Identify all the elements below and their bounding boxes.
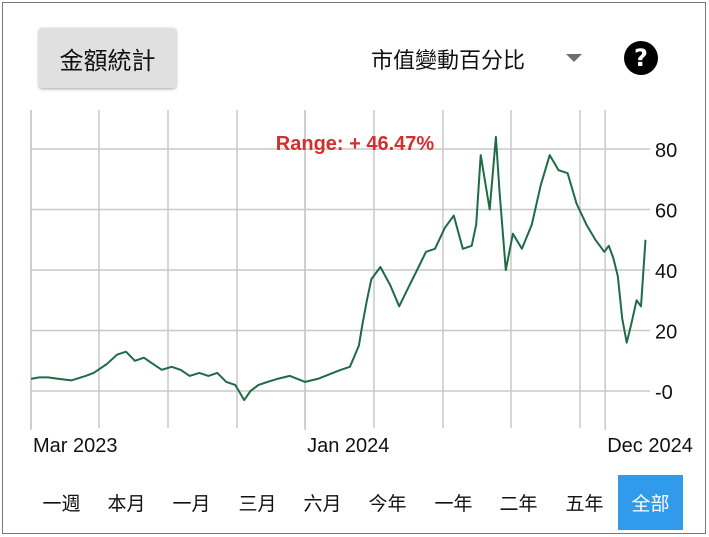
series-layer	[30, 135, 647, 402]
range-button-10[interactable]: 全部	[618, 475, 683, 530]
range-button-7[interactable]: 一年	[434, 493, 473, 515]
range-button-2[interactable]: 本月	[107, 493, 146, 515]
y-tick-label: 40	[655, 261, 677, 283]
metric-select[interactable]: 市值變動百分比	[348, 39, 593, 79]
y-tick-label: 60	[655, 201, 677, 223]
summary-button[interactable]: 金額統計	[39, 28, 176, 88]
range-button-8[interactable]: 二年	[499, 493, 538, 515]
metric-select-value: 市值變動百分比	[370, 49, 525, 74]
y-tick-label: 20	[655, 322, 677, 344]
range-button-6[interactable]: 今年	[368, 493, 407, 515]
y-tick-label: 80	[655, 140, 677, 162]
range-selector: 一週 本月 一月 三月 六月 今年 一年 二年 五年 全部	[29, 475, 683, 530]
x-tick-label: Mar 2023	[33, 435, 118, 457]
range-button-9[interactable]: 五年	[565, 493, 604, 515]
y-tick-label: -0	[655, 382, 673, 404]
chart-area: -0 20 40 60 80 Mar 2023 Jan 2024 Dec 2024 Range…	[30, 110, 693, 457]
range-button-4[interactable]: 三月	[238, 493, 277, 515]
help-icon[interactable]: ?	[624, 41, 658, 75]
range-button-5[interactable]: 六月	[303, 493, 342, 515]
grid	[30, 110, 650, 430]
range-button-1[interactable]: 一週	[42, 493, 81, 515]
x-tick-label: Jan 2024	[307, 435, 389, 457]
dropdown-caret-icon	[566, 54, 582, 62]
x-tick-label: Dec 2024	[607, 435, 693, 457]
axis-ticks: -0 20 40 60 80 Mar 2023 Jan 2024 Dec 2024	[33, 140, 693, 457]
range-button-3[interactable]: 一月	[172, 493, 211, 515]
series-line	[30, 135, 647, 402]
range-annotation: Range: + 46.47%	[276, 133, 435, 155]
